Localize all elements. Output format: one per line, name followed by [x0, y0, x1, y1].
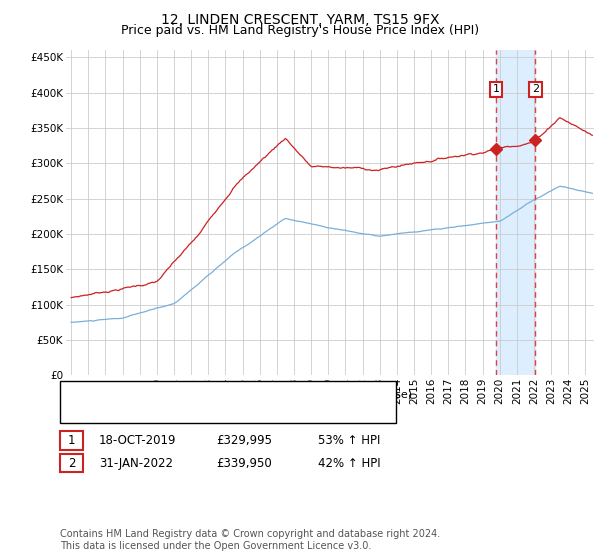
Text: —: — [72, 403, 88, 417]
Text: HPI: Average price, detached house, Stockton-on-Tees: HPI: Average price, detached house, Stoc… [87, 405, 388, 415]
Text: 2: 2 [532, 85, 539, 95]
Bar [496, 50, 535, 375]
Text: 31-JAN-2022: 31-JAN-2022 [99, 456, 173, 470]
Text: 18-OCT-2019: 18-OCT-2019 [99, 434, 176, 447]
Text: 1: 1 [493, 85, 500, 95]
Text: 42% ↑ HPI: 42% ↑ HPI [318, 456, 380, 470]
Text: Contains HM Land Registry data © Crown copyright and database right 2024.
This d: Contains HM Land Registry data © Crown c… [60, 529, 440, 551]
Text: Price paid vs. HM Land Registry's House Price Index (HPI): Price paid vs. HM Land Registry's House … [121, 24, 479, 36]
Text: £329,995: £329,995 [216, 434, 272, 447]
Text: —: — [72, 387, 88, 402]
Text: 2: 2 [68, 456, 75, 470]
Text: 12, LINDEN CRESCENT, YARM, TS15 9FX: 12, LINDEN CRESCENT, YARM, TS15 9FX [161, 13, 439, 27]
Text: 53% ↑ HPI: 53% ↑ HPI [318, 434, 380, 447]
Text: 1: 1 [68, 434, 75, 447]
Text: 12, LINDEN CRESCENT, YARM, TS15 9FX (detached house): 12, LINDEN CRESCENT, YARM, TS15 9FX (det… [87, 389, 412, 399]
Text: £339,950: £339,950 [216, 456, 272, 470]
